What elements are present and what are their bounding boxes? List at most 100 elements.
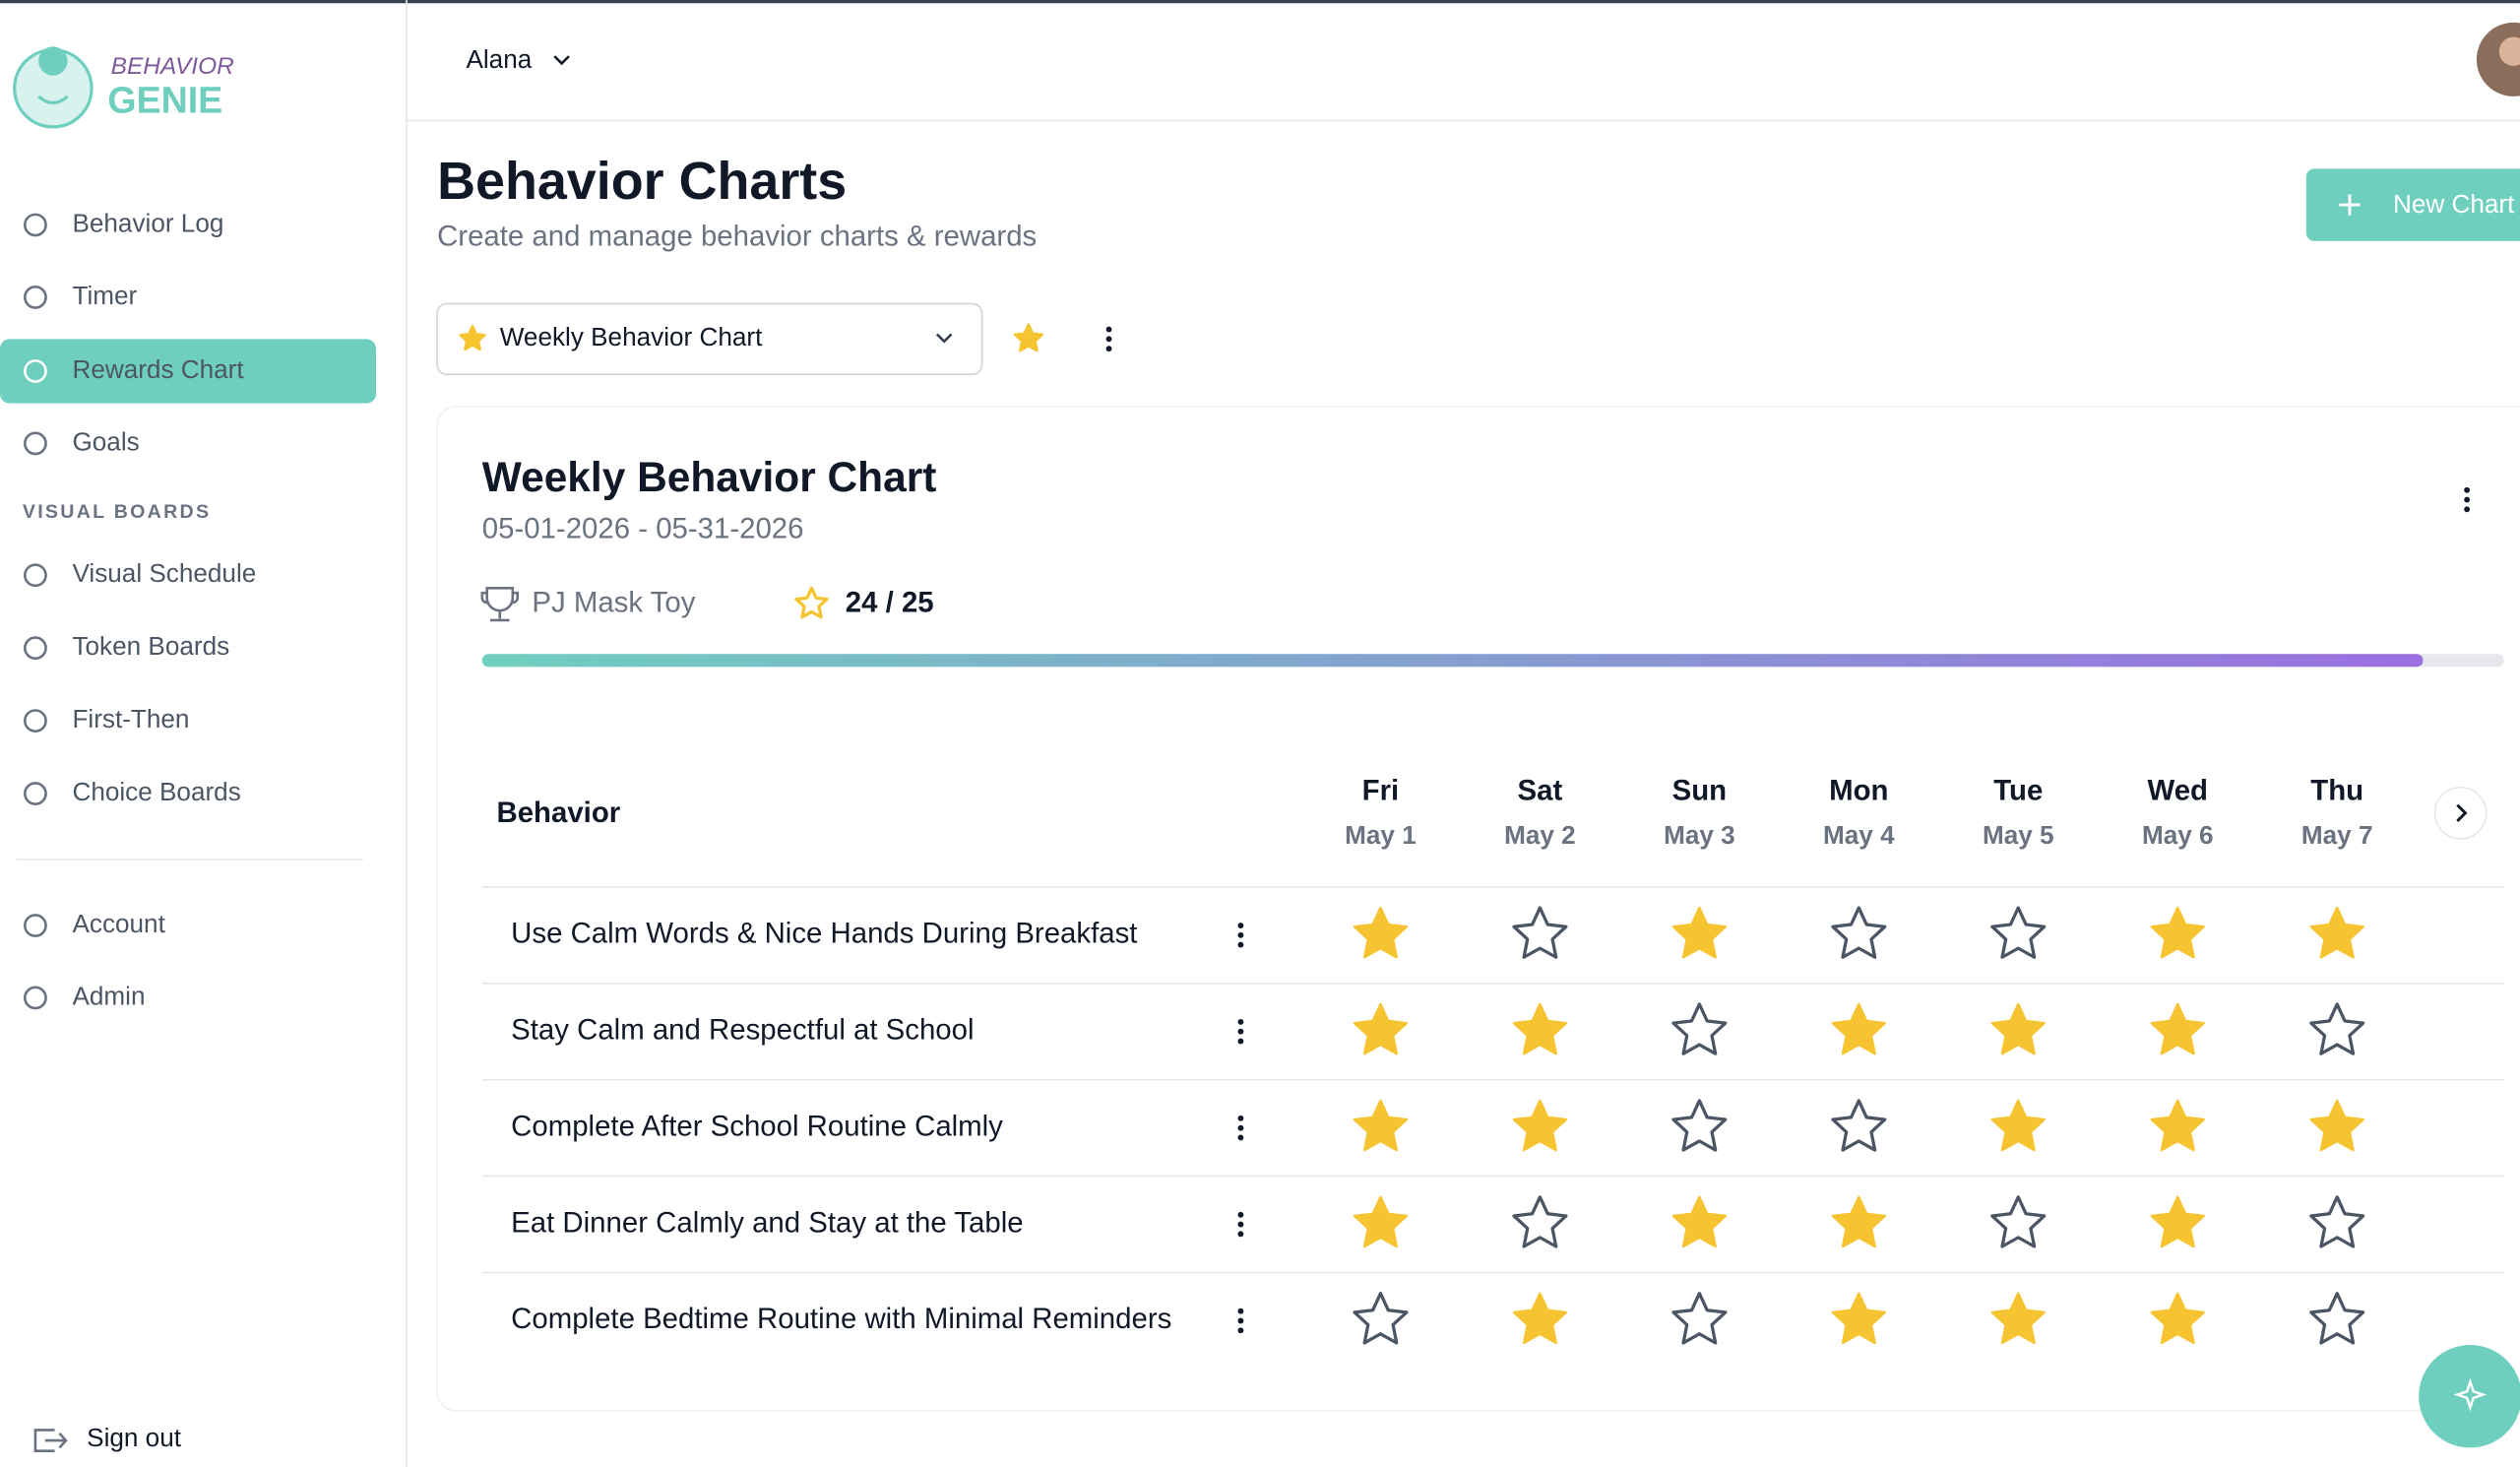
star[interactable]	[1990, 906, 2047, 959]
star[interactable]	[2309, 1002, 2365, 1055]
user-menu[interactable]: Alana	[466, 44, 570, 74]
card-menu[interactable]	[2464, 486, 2471, 513]
nav-item[interactable]: Goals	[24, 426, 140, 456]
star[interactable]	[2309, 1099, 2364, 1152]
avatar[interactable]	[2476, 22, 2520, 96]
star[interactable]	[1353, 1002, 1409, 1055]
more-button[interactable]	[1105, 326, 1112, 352]
nav-icon	[24, 914, 47, 937]
nav-label[interactable]: Goals	[72, 426, 139, 456]
sign-out[interactable]: Sign out	[33, 1423, 182, 1452]
star[interactable]	[1831, 1292, 1886, 1345]
user-name[interactable]: Alana	[466, 44, 532, 74]
row-menu[interactable]	[1237, 1019, 1244, 1045]
star[interactable]	[1353, 906, 1409, 959]
nav-label[interactable]: Choice Boards	[72, 777, 240, 806]
star[interactable]	[1990, 1002, 2046, 1055]
nav-item[interactable]: Account	[24, 909, 166, 938]
nav-label[interactable]: Admin	[72, 981, 145, 1010]
star[interactable]	[1831, 906, 1887, 959]
star[interactable]	[1671, 1292, 1728, 1345]
nav-active-bg	[0, 339, 377, 404]
selector-label[interactable]: Weekly Behavior Chart	[500, 322, 763, 351]
nav-icon	[24, 709, 47, 734]
behavior-table: Fri May 1 Sat May 2 Sun May 3 Mon May 4 Tue May 5…	[481, 774, 2504, 1345]
page-title: Behavior Charts	[437, 152, 847, 211]
new-chart-label[interactable]: New Chart	[2393, 189, 2515, 219]
dot	[1237, 1211, 1244, 1218]
nav-item[interactable]: Rewards Chart	[0, 339, 377, 404]
nav-icon	[24, 213, 47, 237]
star	[794, 586, 829, 619]
nav-label[interactable]: Behavior Log	[72, 208, 223, 237]
star[interactable]	[1512, 906, 1568, 959]
nav-label[interactable]: First-Then	[72, 704, 189, 734]
star[interactable]	[1831, 1099, 1887, 1152]
row-menu[interactable]	[1237, 1115, 1244, 1141]
new-chart-button[interactable]: New Chart	[2305, 168, 2520, 241]
nav-icon	[24, 359, 47, 383]
row-menu[interactable]	[1237, 1211, 1244, 1238]
day-date: May 1	[1345, 820, 1417, 850]
nav-label[interactable]: Rewards Chart	[72, 354, 244, 384]
star[interactable]	[1512, 1099, 1568, 1152]
star[interactable]	[1990, 1195, 2047, 1248]
brand-line2: GENIE	[107, 79, 222, 120]
star[interactable]	[2150, 1099, 2205, 1152]
star[interactable]	[1353, 1195, 1409, 1248]
star[interactable]	[2150, 1002, 2205, 1055]
sign-out-label[interactable]: Sign out	[87, 1423, 182, 1452]
nav-label[interactable]: Token Boards	[72, 631, 229, 661]
star[interactable]	[1831, 1195, 1886, 1248]
progress-label: 24 / 25	[846, 586, 934, 618]
star[interactable]	[1512, 1002, 1568, 1055]
star[interactable]	[2309, 906, 2364, 959]
dot	[1237, 1221, 1244, 1228]
star[interactable]	[2309, 1292, 2365, 1345]
star[interactable]	[1990, 1099, 2046, 1152]
star[interactable]	[1353, 1099, 1409, 1152]
nav-item[interactable]: Timer	[24, 281, 138, 310]
nav-label[interactable]: Timer	[72, 281, 137, 310]
next-week-button[interactable]	[2433, 786, 2488, 840]
nav-icon	[24, 636, 47, 661]
nav-item[interactable]: Behavior Log	[24, 208, 223, 237]
trophy-icon	[480, 587, 520, 622]
row-menu[interactable]	[1237, 923, 1244, 948]
chart-selector[interactable]: Weekly Behavior Chart	[436, 302, 983, 376]
logo: BEHAVIOR GENIE	[13, 46, 234, 129]
assistant-button[interactable]	[2419, 1344, 2520, 1448]
dot	[1237, 1019, 1244, 1025]
nav-item[interactable]: Choice Boards	[24, 777, 241, 806]
star[interactable]	[1831, 1002, 1886, 1055]
star[interactable]	[1353, 1292, 1409, 1345]
nav-icon	[24, 563, 47, 588]
star	[459, 325, 486, 351]
nav-item[interactable]: Visual Schedule	[24, 558, 256, 588]
star[interactable]	[2150, 1195, 2205, 1248]
nav-item[interactable]: First-Then	[24, 704, 189, 734]
star[interactable]	[1671, 1195, 1727, 1248]
star[interactable]	[1671, 1002, 1728, 1055]
nav-item[interactable]: Token Boards	[24, 631, 229, 661]
star[interactable]	[1512, 1292, 1568, 1345]
star[interactable]	[2309, 1195, 2365, 1248]
day-date: May 3	[1664, 820, 1735, 850]
star[interactable]	[1990, 1292, 2046, 1345]
star[interactable]	[2150, 906, 2205, 959]
nav-label[interactable]: Account	[72, 909, 165, 938]
nav-item[interactable]: Admin	[24, 981, 146, 1010]
top-edge	[0, 0, 2520, 4]
behavior-name: Use Calm Words & Nice Hands During Break…	[511, 918, 1137, 950]
row-menu[interactable]	[1237, 1308, 1244, 1334]
star[interactable]	[1671, 906, 1727, 959]
star[interactable]	[1671, 1099, 1728, 1152]
favorite-button[interactable]	[1013, 323, 1044, 352]
star[interactable]	[2150, 1292, 2205, 1345]
nav-icon	[24, 986, 47, 1010]
nav-label[interactable]: Visual Schedule	[72, 558, 256, 588]
nav-icon	[24, 431, 47, 456]
day-date: May 5	[1983, 820, 2054, 850]
star[interactable]	[1512, 1195, 1568, 1248]
